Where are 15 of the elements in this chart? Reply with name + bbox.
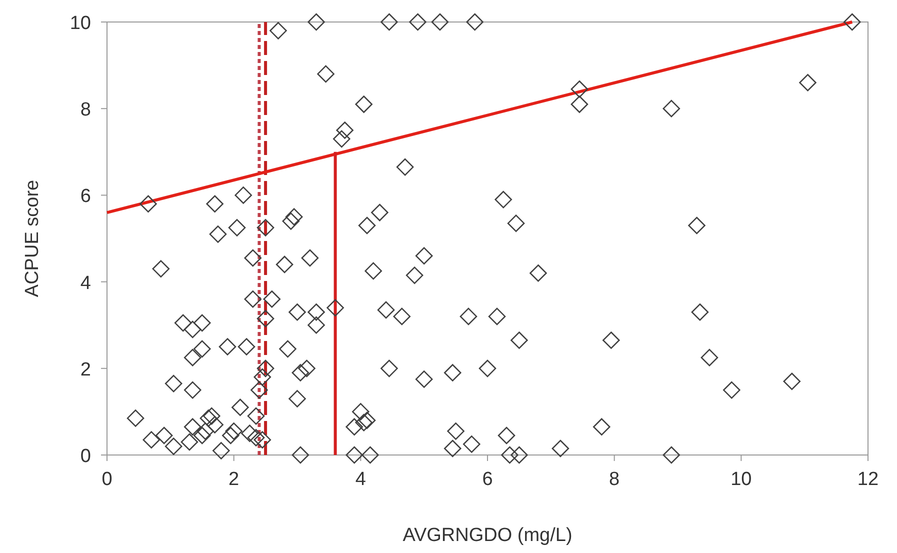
- y-tick-label: 8: [80, 100, 91, 121]
- x-axis-title: AVGRNGDO (mg/L): [402, 525, 572, 546]
- y-tick-label: 2: [80, 359, 91, 380]
- y-tick-label: 4: [80, 272, 92, 294]
- x-tick-label: 10: [730, 469, 752, 490]
- y-tick-label: 10: [70, 13, 91, 34]
- x-tick-label: 2: [228, 469, 240, 490]
- y-tick-label: 6: [80, 186, 91, 208]
- x-tick-label: 0: [102, 469, 112, 490]
- x-tick-label: 8: [609, 469, 620, 490]
- y-tick-label: 0: [80, 446, 91, 467]
- x-tick-label: 12: [857, 469, 879, 490]
- y-axis-title: ACPUE score: [22, 180, 43, 298]
- x-tick-label: 4: [355, 469, 366, 490]
- x-tick-label: 6: [482, 469, 493, 490]
